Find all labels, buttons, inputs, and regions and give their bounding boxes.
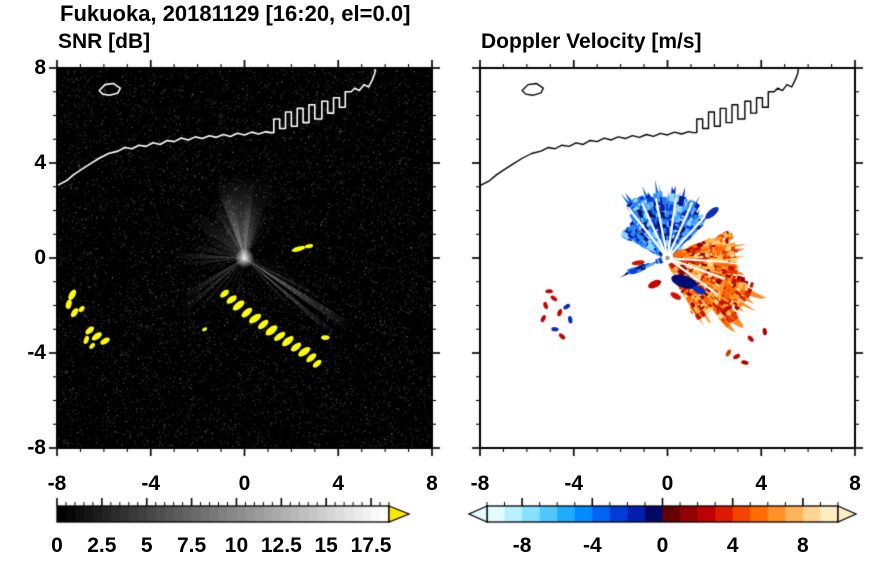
snr-colorbar-tick-label: 2.5 — [87, 534, 117, 557]
y-tick-label: 4 — [34, 151, 46, 174]
y-tick-label: 8 — [34, 56, 46, 79]
x-tick-label-doppler: 4 — [755, 472, 768, 495]
y-tick-label: 0 — [34, 246, 46, 269]
figure-title: Fukuoka, 20181129 [16:20, el=0.0] — [60, 1, 411, 26]
x-tick-label-doppler: -8 — [470, 472, 490, 495]
y-tick-label: -8 — [27, 436, 46, 459]
doppler-colorbar-tick-label: -4 — [582, 534, 602, 557]
snr-colorbar-tick-label: 12.5 — [260, 534, 302, 557]
x-tick-label-doppler: 0 — [661, 472, 674, 495]
snr-colorbar-tick-label: 5 — [140, 534, 153, 557]
snr-colorbar-tick-label: 10 — [224, 534, 249, 557]
x-tick-label-doppler: -4 — [564, 472, 584, 495]
doppler-colorbar-tick-label: 4 — [726, 534, 739, 557]
doppler-colorbar-tick-label: 0 — [656, 534, 669, 557]
x-tick-label-snr: 8 — [426, 472, 438, 495]
x-tick-label-snr: -8 — [47, 472, 67, 495]
x-tick-label-snr: 0 — [238, 472, 251, 495]
x-tick-label-doppler: 8 — [849, 472, 861, 495]
x-tick-label-snr: 4 — [332, 472, 345, 495]
x-tick-label-snr: -4 — [141, 472, 161, 495]
snr-colorbar-tick-label: 0 — [51, 534, 63, 557]
snr-panel-title: SNR [dB] — [58, 30, 151, 53]
snr-colorbar-tick-label: 15 — [314, 534, 338, 557]
snr-colorbar-tick-label: 7.5 — [176, 534, 207, 557]
doppler-panel-title: Doppler Velocity [m/s] — [481, 30, 702, 53]
doppler-colorbar-tick-label: -8 — [512, 534, 532, 557]
y-tick-label: -4 — [27, 341, 46, 364]
doppler-colorbar-tick-label: 8 — [797, 534, 809, 557]
snr-colorbar-tick-label: 17.5 — [350, 534, 392, 557]
